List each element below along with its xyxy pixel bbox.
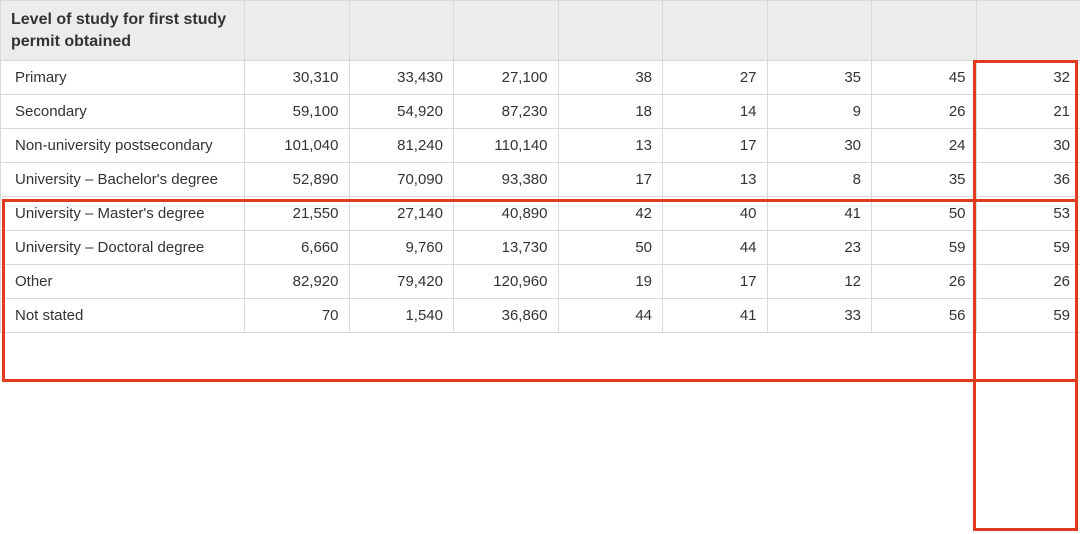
cell: 19	[558, 265, 663, 299]
table-row: Secondary 59,100 54,920 87,230 18 14 9 2…	[1, 95, 1080, 129]
cell: 56	[872, 299, 977, 333]
cell: 41	[663, 299, 768, 333]
cell: 82,920	[245, 265, 350, 299]
cell: 30	[767, 129, 872, 163]
cell: 81,240	[349, 129, 454, 163]
cell: 50	[558, 231, 663, 265]
header-col-3	[454, 1, 559, 61]
cell: 26	[872, 95, 977, 129]
cell: 27,100	[454, 61, 559, 95]
table-body: Primary 30,310 33,430 27,100 38 27 35 45…	[1, 61, 1080, 333]
cell: 45	[872, 61, 977, 95]
row-label: Primary	[1, 61, 245, 95]
header-col-5	[663, 1, 768, 61]
cell: 30	[976, 129, 1080, 163]
table-container: Level of study for first study permit ob…	[0, 0, 1080, 534]
cell: 50	[872, 197, 977, 231]
row-label: Secondary	[1, 95, 245, 129]
cell: 41	[767, 197, 872, 231]
cell: 44	[558, 299, 663, 333]
cell: 14	[663, 95, 768, 129]
cell: 1,540	[349, 299, 454, 333]
cell: 36,860	[454, 299, 559, 333]
cell: 101,040	[245, 129, 350, 163]
cell: 26	[976, 265, 1080, 299]
cell: 6,660	[245, 231, 350, 265]
study-permit-table: Level of study for first study permit ob…	[0, 0, 1080, 333]
cell: 36	[976, 163, 1080, 197]
cell: 23	[767, 231, 872, 265]
cell: 26	[872, 265, 977, 299]
cell: 9	[767, 95, 872, 129]
cell: 9,760	[349, 231, 454, 265]
cell: 70	[245, 299, 350, 333]
row-label: Not stated	[1, 299, 245, 333]
table-row: University – Doctoral degree 6,660 9,760…	[1, 231, 1080, 265]
header-row: Level of study for first study permit ob…	[1, 1, 1080, 61]
cell: 12	[767, 265, 872, 299]
cell: 44	[663, 231, 768, 265]
header-col-8	[976, 1, 1080, 61]
row-label: Other	[1, 265, 245, 299]
cell: 40	[663, 197, 768, 231]
table-row: Non-university postsecondary 101,040 81,…	[1, 129, 1080, 163]
header-col-1	[245, 1, 350, 61]
cell: 79,420	[349, 265, 454, 299]
header-col-7	[872, 1, 977, 61]
cell: 54,920	[349, 95, 454, 129]
cell: 35	[767, 61, 872, 95]
cell: 42	[558, 197, 663, 231]
cell: 120,960	[454, 265, 559, 299]
cell: 13,730	[454, 231, 559, 265]
header-col-6	[767, 1, 872, 61]
cell: 21,550	[245, 197, 350, 231]
cell: 40,890	[454, 197, 559, 231]
cell: 18	[558, 95, 663, 129]
table-row: Other 82,920 79,420 120,960 19 17 12 26 …	[1, 265, 1080, 299]
cell: 87,230	[454, 95, 559, 129]
cell: 27,140	[349, 197, 454, 231]
cell: 59	[976, 231, 1080, 265]
row-label: Non-university postsecondary	[1, 129, 245, 163]
table-row: University – Master's degree 21,550 27,1…	[1, 197, 1080, 231]
row-label: University – Doctoral degree	[1, 231, 245, 265]
table-row: University – Bachelor's degree 52,890 70…	[1, 163, 1080, 197]
cell: 17	[558, 163, 663, 197]
cell: 21	[976, 95, 1080, 129]
cell: 32	[976, 61, 1080, 95]
cell: 35	[872, 163, 977, 197]
cell: 59,100	[245, 95, 350, 129]
table-row: Primary 30,310 33,430 27,100 38 27 35 45…	[1, 61, 1080, 95]
cell: 38	[558, 61, 663, 95]
cell: 27	[663, 61, 768, 95]
cell: 13	[663, 163, 768, 197]
header-label: Level of study for first study permit ob…	[1, 1, 245, 61]
cell: 33	[767, 299, 872, 333]
cell: 17	[663, 265, 768, 299]
table-row: Not stated 70 1,540 36,860 44 41 33 56 5…	[1, 299, 1080, 333]
header-col-2	[349, 1, 454, 61]
cell: 70,090	[349, 163, 454, 197]
cell: 93,380	[454, 163, 559, 197]
header-col-4	[558, 1, 663, 61]
row-label: University – Bachelor's degree	[1, 163, 245, 197]
cell: 8	[767, 163, 872, 197]
cell: 52,890	[245, 163, 350, 197]
cell: 24	[872, 129, 977, 163]
cell: 59	[872, 231, 977, 265]
cell: 59	[976, 299, 1080, 333]
row-label: University – Master's degree	[1, 197, 245, 231]
cell: 30,310	[245, 61, 350, 95]
cell: 17	[663, 129, 768, 163]
cell: 110,140	[454, 129, 559, 163]
cell: 13	[558, 129, 663, 163]
cell: 33,430	[349, 61, 454, 95]
cell: 53	[976, 197, 1080, 231]
